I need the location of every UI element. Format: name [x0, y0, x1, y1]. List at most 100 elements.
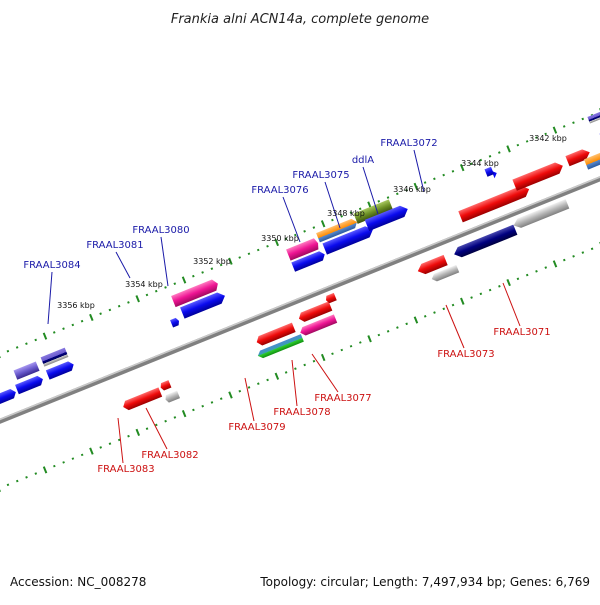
- leader-line: [503, 283, 520, 326]
- scale-tick: [72, 457, 75, 460]
- gene-label[interactable]: FRAAL3083: [97, 464, 154, 475]
- scale-tick: [414, 316, 418, 323]
- scale-tick: [201, 405, 204, 408]
- scale-tick: [62, 327, 65, 330]
- gene-label[interactable]: FRAAL3076: [251, 185, 308, 196]
- scale-tick: [109, 309, 112, 312]
- scale-tick: [99, 446, 102, 449]
- scale-tick: [53, 331, 56, 334]
- scale-tick: [109, 442, 112, 445]
- scale-tick: [182, 276, 186, 283]
- scale-tick: [303, 230, 306, 233]
- scale-tick: [313, 360, 316, 363]
- scale-tick: [553, 127, 557, 134]
- gene-label[interactable]: FRAAL3078: [273, 407, 330, 418]
- scale-tick: [294, 367, 297, 370]
- scale-tick: [43, 466, 47, 473]
- leader-line: [161, 237, 168, 286]
- scale-tick: [313, 226, 316, 229]
- scale-tick: [146, 294, 149, 297]
- scale-tick: [367, 335, 371, 342]
- scale-tick: [127, 301, 130, 304]
- gene-label[interactable]: ddlA: [352, 155, 374, 166]
- scale-tick: [99, 312, 102, 315]
- gene-label[interactable]: FRAAL3071: [493, 327, 550, 338]
- scale-tick: [201, 271, 204, 274]
- scale-tick: [25, 342, 28, 345]
- leader-line: [325, 182, 340, 228]
- scale-tick: [517, 278, 520, 281]
- gene-label[interactable]: FRAAL3075: [292, 170, 349, 181]
- gene-FRAAL3082: [159, 380, 171, 391]
- scale-tick: [321, 220, 325, 227]
- scale-tick: [16, 346, 19, 349]
- scale-tick: [331, 352, 334, 355]
- leader-line: [446, 305, 464, 348]
- scale-tick: [340, 349, 343, 352]
- scale-tick: [460, 298, 464, 305]
- scale-tick: [62, 461, 65, 464]
- scale-tick: [192, 275, 195, 278]
- scale-tick: [470, 296, 473, 299]
- scale-tick: [303, 364, 306, 367]
- scale-tick: [535, 270, 538, 273]
- scale-tick: [164, 420, 167, 423]
- leader-line: [245, 378, 254, 421]
- gene-FRAAL3083: [164, 391, 180, 404]
- scale-tick: [563, 259, 566, 262]
- scale-tick: [405, 322, 408, 325]
- gene-label[interactable]: FRAAL3080: [132, 225, 189, 236]
- gene-label[interactable]: FRAAL3084: [23, 260, 80, 271]
- scale-tick: [164, 286, 167, 289]
- scale-tick: [452, 170, 455, 173]
- scale-tick: [248, 386, 251, 389]
- scale-tick: [526, 274, 529, 277]
- scale-tick: [350, 345, 353, 348]
- scale-label: 3352 kbp: [193, 257, 231, 266]
- scale-tick: [34, 472, 37, 475]
- scale-tick: [136, 429, 140, 436]
- gene-label[interactable]: FRAAL3072: [380, 138, 437, 149]
- scale-tick: [387, 196, 390, 199]
- scale-tick: [220, 397, 223, 400]
- gene-label[interactable]: FRAAL3079: [228, 422, 285, 433]
- scale-tick: [424, 315, 427, 318]
- gene-label[interactable]: FRAAL3082: [141, 450, 198, 461]
- scale-tick: [266, 379, 269, 382]
- scale-tick: [0, 485, 1, 492]
- gene-label[interactable]: FRAAL3081: [86, 240, 143, 251]
- scale-tick: [526, 140, 529, 143]
- scale-tick: [257, 249, 260, 252]
- scale-tick: [81, 454, 84, 457]
- scale-tick: [155, 290, 158, 293]
- scale-tick: [553, 260, 557, 267]
- scale-tick: [211, 267, 214, 270]
- scale-tick: [34, 339, 37, 342]
- scale-tick: [377, 200, 380, 203]
- scale-tick: [127, 435, 130, 438]
- gene-label[interactable]: FRAAL3077: [314, 393, 371, 404]
- scale-tick: [25, 476, 28, 479]
- scale-label: 3344 kbp: [461, 159, 499, 168]
- scale-tick: [452, 304, 455, 307]
- gene-red: [121, 387, 162, 411]
- scale-tick: [572, 121, 575, 124]
- scale-tick: [211, 401, 214, 404]
- gene-label[interactable]: FRAAL3073: [437, 349, 494, 360]
- scale-tick: [285, 371, 288, 374]
- gene-blue: [0, 388, 18, 406]
- leader-line: [146, 408, 167, 449]
- scale-tick: [89, 448, 93, 455]
- scale-tick: [387, 330, 390, 333]
- scale-tick: [498, 285, 501, 288]
- scale-tick: [433, 311, 436, 314]
- scale-tick: [378, 334, 381, 337]
- leader-line: [116, 252, 130, 278]
- gene-FRAAL3081: [170, 317, 180, 327]
- scale-tick: [489, 289, 492, 292]
- scale-tick: [442, 174, 445, 177]
- topology-text: Topology: circular; Length: 7,497,934 bp…: [259, 575, 590, 589]
- gene-red: [512, 160, 565, 191]
- scale-tick: [118, 305, 121, 308]
